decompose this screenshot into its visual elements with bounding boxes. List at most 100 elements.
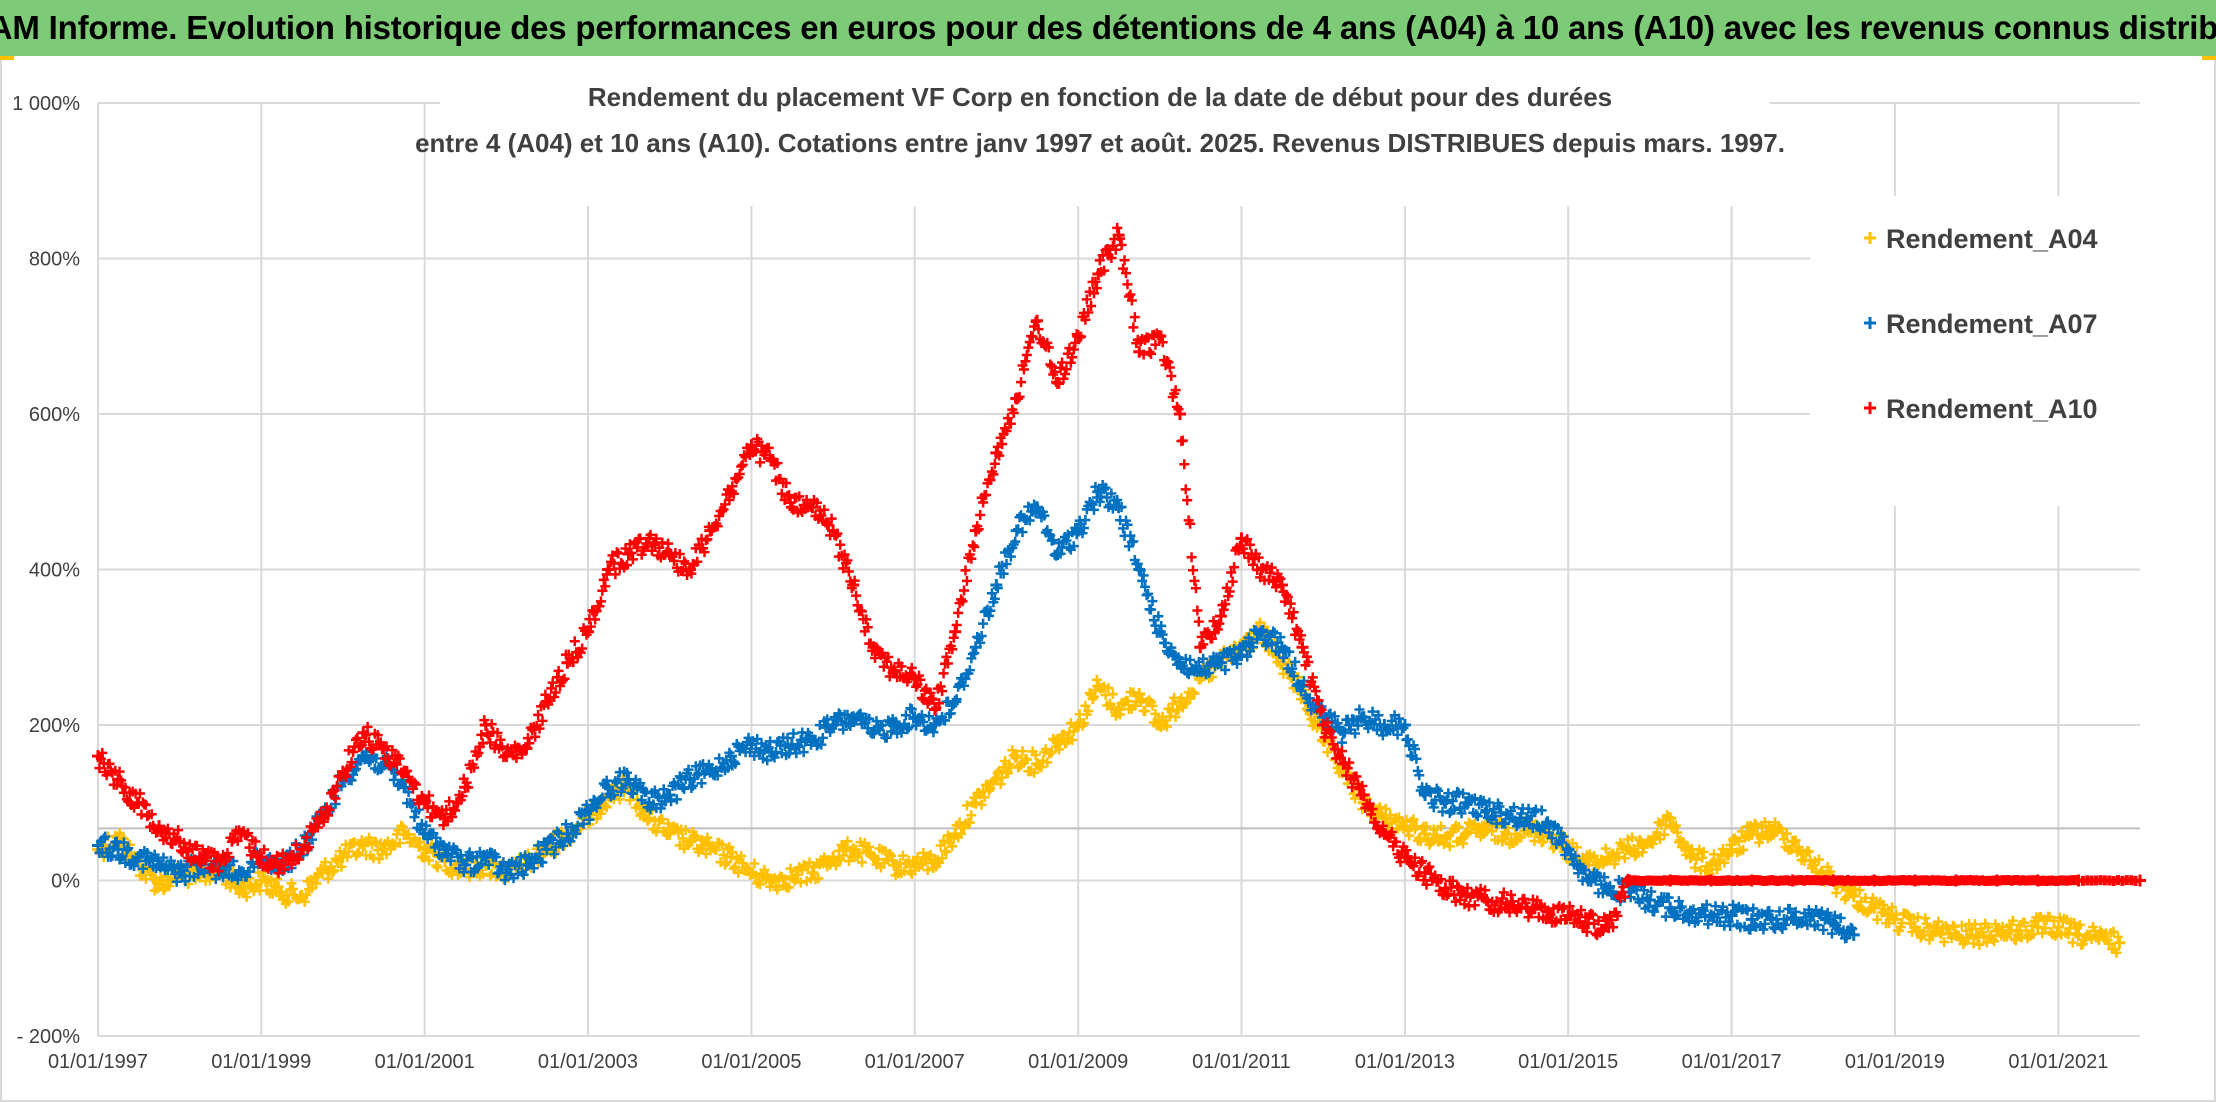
interpolated-marker — [795, 877, 806, 888]
interpolated-marker — [838, 724, 849, 735]
interpolated-marker — [772, 884, 783, 895]
interpolated-marker — [613, 548, 624, 559]
interpolated-marker — [578, 818, 589, 829]
interpolated-marker — [1431, 829, 1442, 840]
interpolated-marker — [940, 715, 951, 726]
interpolated-marker — [1268, 626, 1279, 637]
interpolated-marker — [1373, 710, 1384, 721]
data-point — [1194, 641, 1207, 654]
interpolated-marker — [788, 728, 799, 739]
interpolated-marker — [1698, 846, 1709, 857]
interpolated-marker — [1609, 859, 1620, 870]
data-point — [949, 625, 962, 638]
interpolated-marker — [560, 819, 571, 830]
interpolated-marker — [1367, 706, 1378, 717]
interpolated-marker — [1128, 322, 1139, 333]
interpolated-marker — [1135, 565, 1146, 576]
interpolated-marker — [533, 840, 544, 851]
interpolated-marker — [978, 618, 989, 629]
interpolated-marker — [320, 857, 331, 868]
interpolated-marker — [1453, 821, 1464, 832]
interpolated-marker — [266, 875, 277, 886]
interpolated-marker — [683, 764, 694, 775]
interpolated-marker — [1156, 620, 1167, 631]
interpolated-marker — [918, 717, 929, 728]
interpolated-marker — [956, 828, 967, 839]
interpolated-marker — [1571, 842, 1582, 853]
interpolated-marker — [180, 876, 191, 887]
interpolated-marker — [1005, 551, 1016, 562]
interpolated-marker — [770, 746, 781, 757]
legend-label: Rendement_A07 — [1886, 309, 2098, 339]
interpolated-marker — [464, 847, 475, 858]
interpolated-marker — [1198, 653, 1209, 664]
interpolated-marker — [916, 859, 927, 870]
interpolated-marker — [663, 538, 674, 549]
interpolated-marker — [1814, 854, 1825, 865]
interpolated-marker — [232, 874, 243, 885]
interpolated-marker — [1322, 747, 1333, 758]
interpolated-marker — [798, 747, 809, 758]
interpolated-marker — [1048, 535, 1059, 546]
interpolated-marker — [689, 830, 700, 841]
interpolated-marker — [1329, 711, 1340, 722]
interpolated-marker — [698, 841, 709, 852]
interpolated-marker — [997, 772, 1008, 783]
interpolated-marker — [1983, 922, 1994, 933]
interpolated-marker — [1182, 495, 1193, 506]
interpolated-marker — [1021, 350, 1032, 361]
interpolated-marker — [1589, 850, 1600, 861]
interpolated-marker — [658, 784, 669, 795]
interpolated-marker — [421, 820, 432, 831]
interpolated-marker — [1697, 852, 1708, 863]
interpolated-marker — [652, 823, 663, 834]
data-point — [969, 796, 982, 809]
interpolated-marker — [1137, 575, 1148, 586]
interpolated-marker — [816, 739, 827, 750]
interpolated-marker — [975, 509, 986, 520]
interpolated-marker — [995, 779, 1006, 790]
interpolated-marker — [696, 778, 707, 789]
interpolated-marker — [403, 829, 414, 840]
interpolated-marker — [1803, 846, 1814, 857]
data-point — [1214, 656, 1227, 669]
data-point — [275, 886, 288, 899]
interpolated-marker — [736, 461, 747, 472]
interpolated-marker — [1647, 838, 1658, 849]
interpolated-marker — [2007, 915, 2018, 926]
series-Rendement_A07 — [92, 480, 1860, 944]
interpolated-marker — [985, 605, 996, 616]
interpolated-marker — [218, 872, 229, 883]
interpolated-marker — [1879, 904, 1890, 915]
interpolated-marker — [855, 708, 866, 719]
interpolated-marker — [502, 864, 513, 875]
interpolated-marker — [1878, 899, 1889, 910]
y-tick-label: 600% — [29, 404, 80, 426]
y-tick-label: 0% — [51, 871, 80, 893]
interpolated-marker — [1266, 639, 1277, 650]
interpolated-marker — [635, 778, 646, 789]
interpolated-marker — [1167, 698, 1178, 709]
x-tick-label: 01/01/2007 — [865, 1051, 965, 1073]
interpolated-marker — [918, 847, 929, 858]
interpolated-marker — [117, 832, 128, 843]
interpolated-marker — [1179, 459, 1190, 470]
data-point — [1255, 625, 1268, 638]
x-tick-label: 01/01/2005 — [701, 1051, 801, 1073]
interpolated-marker — [584, 814, 595, 825]
interpolated-marker — [1128, 536, 1139, 547]
interpolated-marker — [666, 796, 677, 807]
interpolated-marker — [1141, 590, 1152, 601]
interpolated-marker — [1138, 570, 1149, 581]
interpolated-marker — [953, 607, 964, 618]
interpolated-marker — [911, 720, 922, 731]
interpolated-marker — [1719, 857, 1730, 868]
interpolated-marker — [1080, 700, 1091, 711]
interpolated-marker — [311, 878, 322, 889]
interpolated-marker — [641, 786, 652, 797]
interpolated-marker — [299, 896, 310, 907]
corner-mark-right — [2202, 56, 2216, 60]
interpolated-marker — [1749, 818, 1760, 829]
interpolated-marker — [687, 780, 698, 791]
interpolated-marker — [2002, 931, 2013, 942]
